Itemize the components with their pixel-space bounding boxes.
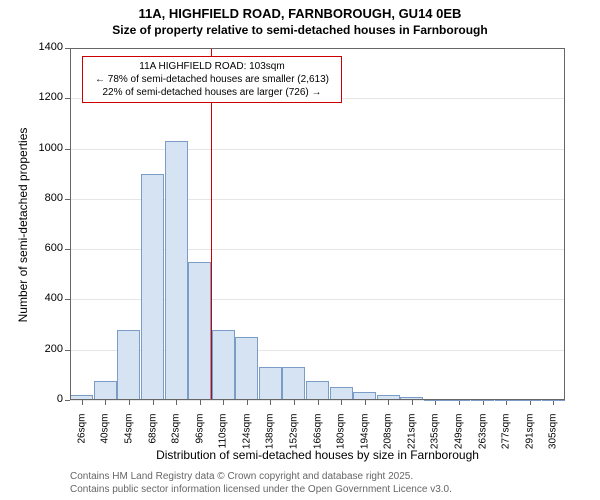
ytick-mark bbox=[65, 149, 70, 150]
histogram-bar bbox=[117, 330, 140, 400]
xtick-mark bbox=[247, 400, 248, 405]
xtick-mark bbox=[223, 400, 224, 405]
xtick-mark bbox=[82, 400, 83, 405]
histogram-bar bbox=[424, 399, 447, 401]
xtick-label: 208sqm bbox=[383, 414, 394, 454]
ytick-label: 800 bbox=[25, 192, 63, 204]
histogram-bar bbox=[188, 262, 211, 400]
xtick-mark bbox=[270, 400, 271, 405]
attribution-text: Contains HM Land Registry data © Crown c… bbox=[70, 470, 452, 496]
xtick-label: 305sqm bbox=[548, 414, 559, 454]
histogram-bar bbox=[495, 399, 518, 401]
xtick-label: 110sqm bbox=[218, 414, 229, 454]
ytick-label: 1200 bbox=[25, 91, 63, 103]
ytick-label: 1000 bbox=[25, 142, 63, 154]
xtick-mark bbox=[176, 400, 177, 405]
xtick-mark bbox=[341, 400, 342, 405]
ytick-label: 1400 bbox=[25, 41, 63, 53]
ytick-label: 600 bbox=[25, 242, 63, 254]
histogram-bar bbox=[353, 392, 376, 400]
xtick-label: 277sqm bbox=[501, 414, 512, 454]
xtick-label: 180sqm bbox=[336, 414, 347, 454]
xtick-mark bbox=[294, 400, 295, 405]
xtick-label: 82sqm bbox=[171, 414, 182, 454]
xtick-label: 166sqm bbox=[312, 414, 323, 454]
histogram-bar bbox=[165, 141, 188, 400]
ytick-mark bbox=[65, 299, 70, 300]
annotation-line: 11A HIGHFIELD ROAD: 103sqm bbox=[89, 60, 335, 73]
xtick-mark bbox=[318, 400, 319, 405]
xtick-label: 152sqm bbox=[288, 414, 299, 454]
attribution-line: Contains HM Land Registry data © Crown c… bbox=[70, 470, 452, 483]
ytick-label: 400 bbox=[25, 292, 63, 304]
xtick-label: 138sqm bbox=[265, 414, 276, 454]
histogram-bar bbox=[282, 367, 305, 400]
xtick-mark bbox=[435, 400, 436, 405]
histogram-bar bbox=[400, 397, 423, 400]
xtick-label: 194sqm bbox=[359, 414, 370, 454]
xtick-mark bbox=[200, 400, 201, 405]
xtick-mark bbox=[365, 400, 366, 405]
ytick-mark bbox=[65, 400, 70, 401]
xtick-label: 54sqm bbox=[123, 414, 134, 454]
histogram-bar bbox=[212, 330, 235, 400]
xtick-label: 291sqm bbox=[524, 414, 535, 454]
ytick-mark bbox=[65, 249, 70, 250]
xtick-label: 96sqm bbox=[194, 414, 205, 454]
xtick-label: 40sqm bbox=[100, 414, 111, 454]
xtick-label: 124sqm bbox=[241, 414, 252, 454]
histogram-bar bbox=[471, 399, 494, 401]
chart-title: 11A, HIGHFIELD ROAD, FARNBOROUGH, GU14 0… bbox=[0, 0, 600, 21]
chart-container: 11A, HIGHFIELD ROAD, FARNBOROUGH, GU14 0… bbox=[0, 0, 600, 500]
annotation-line: ← 78% of semi-detached houses are smalle… bbox=[89, 73, 335, 86]
xtick-mark bbox=[388, 400, 389, 405]
xtick-mark bbox=[105, 400, 106, 405]
attribution-line: Contains public sector information licen… bbox=[70, 483, 452, 496]
ytick-mark bbox=[65, 98, 70, 99]
annotation-line: 22% of semi-detached houses are larger (… bbox=[89, 86, 335, 99]
ytick-mark bbox=[65, 199, 70, 200]
gridline bbox=[70, 149, 565, 150]
histogram-bar bbox=[518, 399, 541, 401]
xtick-label: 263sqm bbox=[477, 414, 488, 454]
ytick-mark bbox=[65, 350, 70, 351]
xtick-mark bbox=[459, 400, 460, 405]
histogram-bar bbox=[330, 387, 353, 400]
xtick-mark bbox=[129, 400, 130, 405]
xtick-mark bbox=[412, 400, 413, 405]
histogram-bar bbox=[259, 367, 282, 400]
xtick-label: 26sqm bbox=[76, 414, 87, 454]
xtick-label: 249sqm bbox=[453, 414, 464, 454]
xtick-label: 221sqm bbox=[406, 414, 417, 454]
annotation-box: 11A HIGHFIELD ROAD: 103sqm← 78% of semi-… bbox=[82, 56, 342, 103]
ytick-mark bbox=[65, 48, 70, 49]
histogram-bar bbox=[70, 395, 93, 400]
xtick-label: 68sqm bbox=[147, 414, 158, 454]
xtick-label: 235sqm bbox=[430, 414, 441, 454]
chart-subtitle: Size of property relative to semi-detach… bbox=[0, 21, 600, 37]
histogram-bar bbox=[377, 395, 400, 400]
histogram-bar bbox=[542, 399, 565, 401]
histogram-bar bbox=[141, 174, 164, 400]
histogram-bar bbox=[447, 399, 470, 401]
ytick-label: 0 bbox=[25, 393, 63, 405]
ytick-label: 200 bbox=[25, 343, 63, 355]
xtick-mark bbox=[153, 400, 154, 405]
histogram-bar bbox=[306, 381, 329, 400]
histogram-bar bbox=[235, 337, 258, 400]
gridline bbox=[70, 48, 565, 49]
histogram-bar bbox=[94, 381, 117, 400]
